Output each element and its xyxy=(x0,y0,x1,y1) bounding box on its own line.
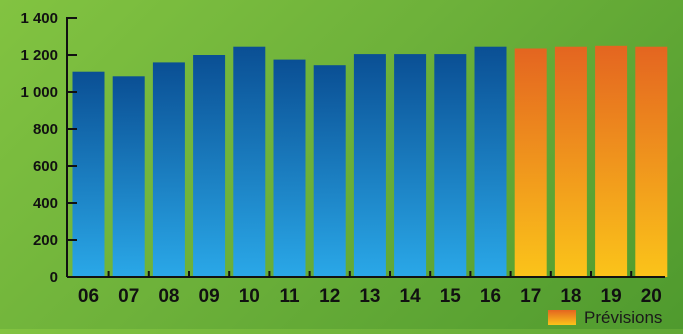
bar-20-forecast xyxy=(635,46,668,278)
bars-group xyxy=(72,45,668,278)
bar-07 xyxy=(112,76,145,277)
bar-11 xyxy=(273,59,306,277)
bar-10 xyxy=(233,46,266,278)
bar-08 xyxy=(152,62,185,278)
y-tick-label: 1 200 xyxy=(20,47,58,64)
bar-18-forecast xyxy=(554,46,587,278)
x-tick-label: 12 xyxy=(319,286,340,307)
x-tick-label: 15 xyxy=(440,286,462,307)
bar-16 xyxy=(474,46,507,278)
y-tick-label: 400 xyxy=(33,195,58,212)
x-tick-label: 17 xyxy=(520,286,541,307)
x-tick-label: 13 xyxy=(359,286,380,307)
y-tick-label: 800 xyxy=(33,121,58,138)
legend: Prévisions xyxy=(548,308,662,327)
x-tick-label: 16 xyxy=(480,286,501,307)
y-tick-label: 1 000 xyxy=(20,84,58,101)
legend-swatch-forecast xyxy=(548,310,576,325)
y-tick-label: 600 xyxy=(33,158,58,175)
x-tick-label: 19 xyxy=(601,286,622,307)
bar-19-forecast xyxy=(595,45,628,278)
legend-label-forecast: Prévisions xyxy=(584,308,662,327)
y-tick-label: 1 400 xyxy=(20,10,58,27)
bar-13 xyxy=(353,54,386,277)
x-axis-ticks: 06 07 08 09 10 11 12 13 14 15 16 17 18 19 20 xyxy=(78,271,662,307)
x-tick-label: 09 xyxy=(199,286,220,307)
bar-15 xyxy=(434,54,467,277)
y-axis-ticks: 0 200 400 600 800 1 000 1 200 1 400 xyxy=(20,10,77,286)
axes-group xyxy=(66,17,665,278)
bar-17-forecast xyxy=(514,48,547,277)
x-tick-label: 18 xyxy=(560,286,581,307)
bar-06 xyxy=(72,71,105,277)
bar-12 xyxy=(313,65,346,277)
y-tick-label: 0 xyxy=(50,269,58,286)
y-tick-label: 200 xyxy=(33,232,58,249)
x-tick-label: 11 xyxy=(279,286,300,307)
x-tick-label: 10 xyxy=(239,286,260,307)
x-tick-label: 07 xyxy=(118,286,139,307)
x-tick-label: 14 xyxy=(400,286,422,307)
x-tick-label: 06 xyxy=(78,286,99,307)
bar-09 xyxy=(193,55,226,277)
x-tick-label: 08 xyxy=(158,286,179,307)
bar-14 xyxy=(394,54,427,277)
x-tick-label: 20 xyxy=(641,286,662,307)
